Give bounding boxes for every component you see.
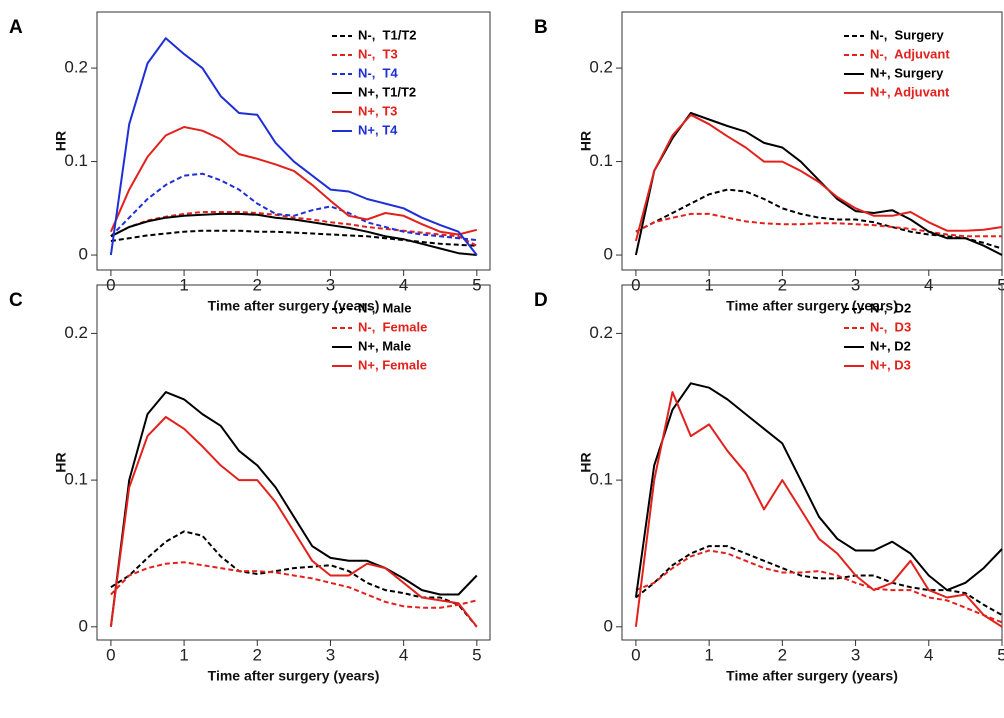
y-tick-label: 0 [79, 245, 88, 264]
legend-label: N-, T4 [358, 65, 398, 80]
line-series [634, 382, 1003, 598]
legend-label: N-, T1/T2 [358, 27, 417, 42]
line-series [634, 112, 1003, 256]
y-tick-label: 0.2 [64, 58, 88, 77]
legend-label: N+, D3 [870, 357, 911, 372]
line-series [635, 212, 1002, 238]
panel: 0 0.1 0.2 0 1 2 3 4 5 HR Time after surgery (years… [534, 284, 1004, 684]
line-series [109, 37, 478, 256]
y-axis-title: HR [53, 131, 69, 151]
x-tick-label: 1 [704, 645, 713, 664]
legend-label: N+, T1/T2 [358, 84, 416, 99]
plot-frame [96, 284, 491, 641]
line-series [634, 391, 1003, 628]
x-axis-title: Time after surgery (years) [208, 298, 380, 314]
x-tick-label: 5 [472, 645, 481, 664]
legend-label: N-, D3 [870, 319, 911, 334]
legend-label: N+, Male [358, 338, 411, 353]
y-tick-label: 0.1 [589, 151, 613, 170]
legend-label: N-, Surgery [870, 27, 944, 42]
legend-label: N+, D2 [870, 338, 911, 353]
legend-label: N+, Adjuvant [870, 84, 950, 99]
y-tick-label: 0.1 [64, 470, 88, 489]
line-series [110, 172, 477, 242]
line-series [109, 391, 478, 627]
legend-label: N+, Female [358, 357, 427, 372]
y-tick-label: 0 [79, 616, 88, 635]
x-tick-label: 0 [631, 645, 640, 664]
y-axis-title: HR [578, 452, 594, 472]
legend-label: N-, Female [358, 319, 427, 334]
legend-label: N-, T3 [358, 46, 398, 61]
line-series [634, 113, 1003, 242]
line-series [635, 545, 1003, 616]
line-series [110, 530, 478, 628]
y-tick-label: 0 [604, 616, 613, 635]
panel-label: A [9, 17, 23, 38]
y-tick-label: 0 [604, 245, 613, 264]
x-tick-label: 3 [851, 645, 860, 664]
legend-label: N+, Surgery [870, 65, 944, 80]
line-series [110, 212, 477, 256]
x-tick-label: 1 [179, 645, 188, 664]
y-tick-label: 0.2 [589, 58, 613, 77]
y-axis-title: HR [578, 131, 594, 151]
legend-label: N-, Adjuvant [870, 46, 950, 61]
panel: 0 0.1 0.2 0 1 2 3 4 5 HR Time after surgery (years… [9, 284, 491, 684]
plot-frame [96, 11, 491, 271]
y-tick-label: 0.1 [589, 470, 613, 489]
line-series [635, 549, 1003, 624]
panel-label: D [534, 290, 548, 311]
plot-frame [621, 284, 1003, 641]
panel-label: B [534, 17, 548, 38]
x-tick-label: 5 [997, 645, 1004, 664]
x-tick-label: 4 [924, 645, 933, 664]
x-tick-label: 0 [106, 645, 115, 664]
line-series [110, 211, 478, 247]
x-tick-label: 2 [253, 645, 262, 664]
x-tick-label: 4 [399, 645, 408, 664]
legend-label: N-, Male [358, 300, 411, 315]
y-tick-label: 0.2 [589, 323, 613, 342]
line-series [110, 561, 478, 609]
plot-frame [621, 11, 1003, 271]
x-tick-label: 3 [326, 645, 335, 664]
line-series [109, 416, 478, 628]
y-axis-title: HR [53, 452, 69, 472]
legend-label: N-, D2 [870, 300, 911, 315]
x-axis-title: Time after surgery (years) [208, 668, 380, 684]
y-tick-label: 0.1 [64, 151, 88, 170]
x-tick-label: 2 [778, 645, 787, 664]
y-tick-label: 0.2 [64, 323, 88, 342]
x-axis-title: Time after surgery (years) [726, 668, 898, 684]
legend-label: N+, T4 [358, 122, 398, 137]
legend-label: N+, T3 [358, 103, 397, 118]
panel-label: C [9, 290, 23, 311]
line-series [635, 188, 1003, 250]
line-series [109, 126, 478, 236]
